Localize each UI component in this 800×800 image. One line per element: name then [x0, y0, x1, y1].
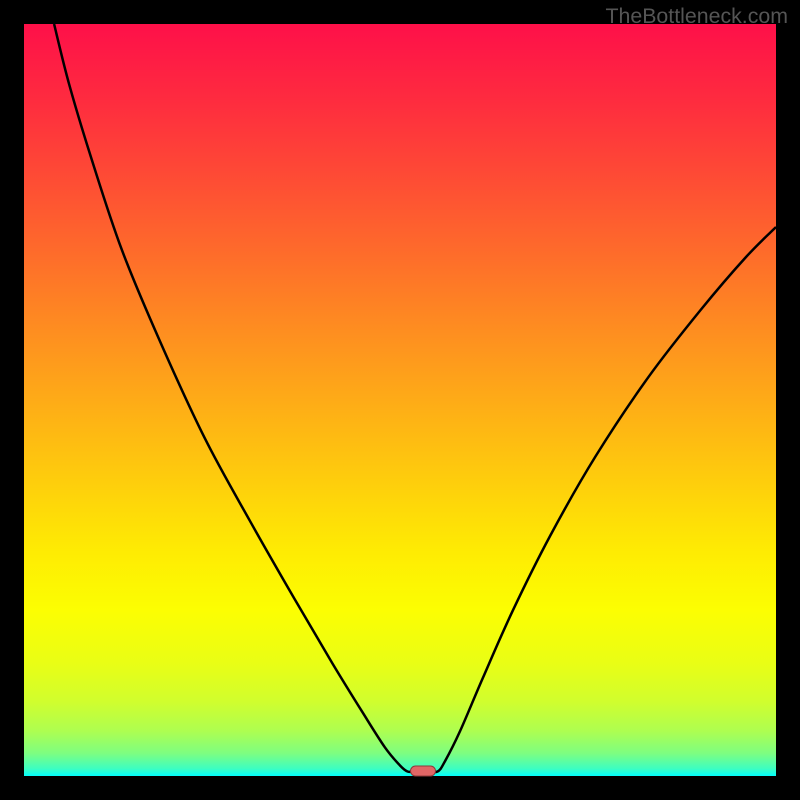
curve-path — [54, 24, 776, 772]
optimum-marker — [410, 766, 436, 777]
watermark-text: TheBottleneck.com — [605, 4, 788, 29]
bottleneck-curve — [24, 24, 776, 776]
plot-area — [24, 24, 776, 776]
chart-container: TheBottleneck.com — [0, 0, 800, 800]
